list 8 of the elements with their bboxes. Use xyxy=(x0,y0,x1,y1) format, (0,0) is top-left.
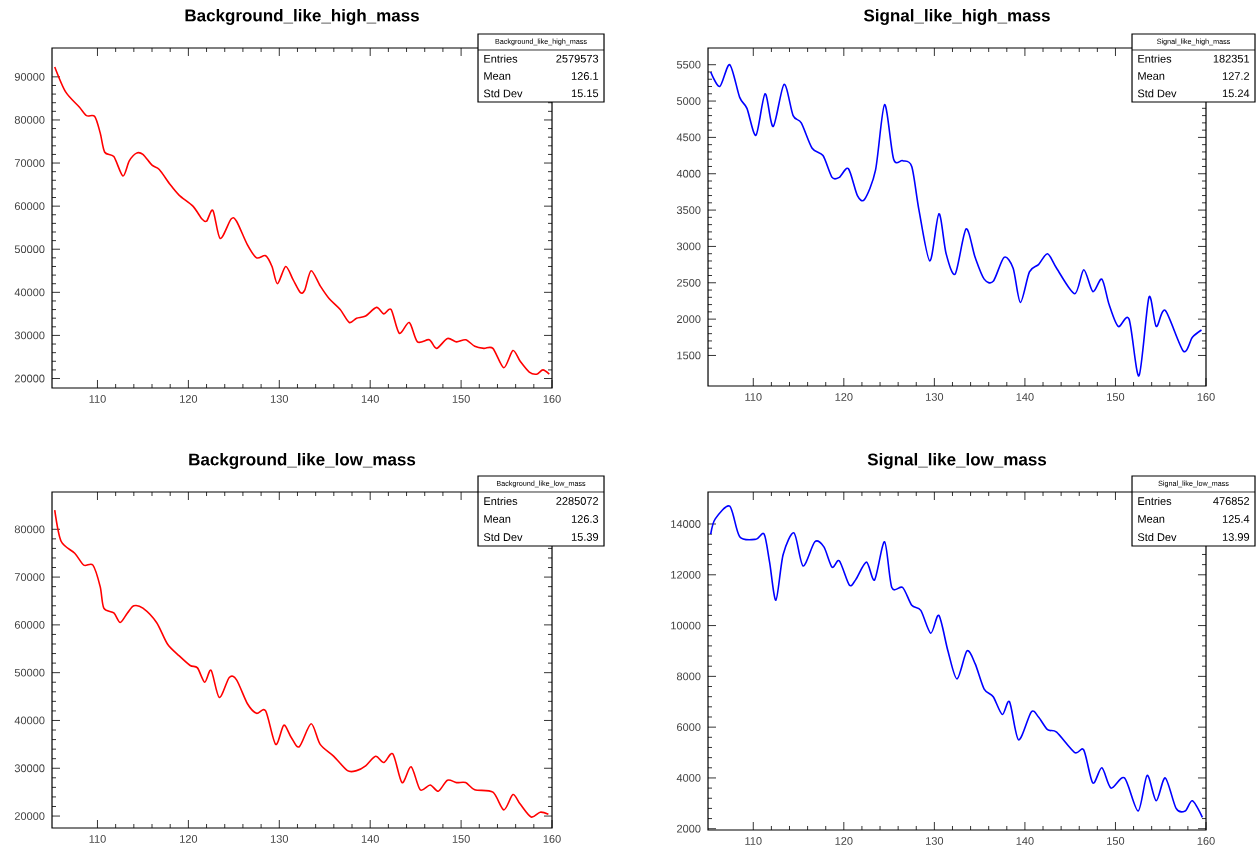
chart-title: Background_like_high_mass xyxy=(185,8,419,25)
chart-title: Background_like_low_mass xyxy=(189,453,416,469)
line-series xyxy=(53,66,551,376)
chart-title: Signal_like_high_mass xyxy=(863,8,1050,25)
line-series xyxy=(709,63,1203,377)
line-series xyxy=(709,505,1204,819)
line-series xyxy=(53,509,550,818)
chart-title: Signal_like_low_mass xyxy=(867,453,1047,469)
